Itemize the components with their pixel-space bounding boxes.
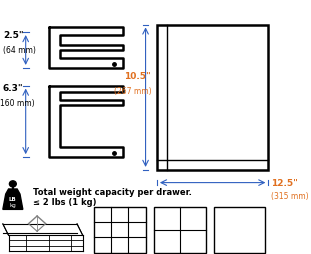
- Text: Total weight capacity per drawer.: Total weight capacity per drawer.: [33, 187, 192, 196]
- Text: (315 mm): (315 mm): [271, 191, 309, 200]
- Polygon shape: [3, 189, 23, 210]
- Bar: [94, 207, 146, 253]
- Circle shape: [9, 181, 16, 187]
- Bar: [157, 25, 268, 170]
- Text: 12.5": 12.5": [271, 178, 298, 187]
- Text: kg: kg: [9, 202, 16, 208]
- Text: (64 mm): (64 mm): [3, 46, 36, 55]
- Text: (267 mm): (267 mm): [114, 87, 151, 96]
- Bar: [214, 207, 266, 253]
- Bar: [154, 207, 206, 253]
- Text: ≤ 2 lbs (1 kg): ≤ 2 lbs (1 kg): [33, 197, 96, 207]
- Text: LB: LB: [9, 196, 17, 201]
- Text: 160 mm): 160 mm): [0, 99, 35, 108]
- Text: 10.5": 10.5": [124, 72, 151, 81]
- Text: 2.5": 2.5": [3, 30, 23, 39]
- Text: 6.3": 6.3": [3, 84, 23, 93]
